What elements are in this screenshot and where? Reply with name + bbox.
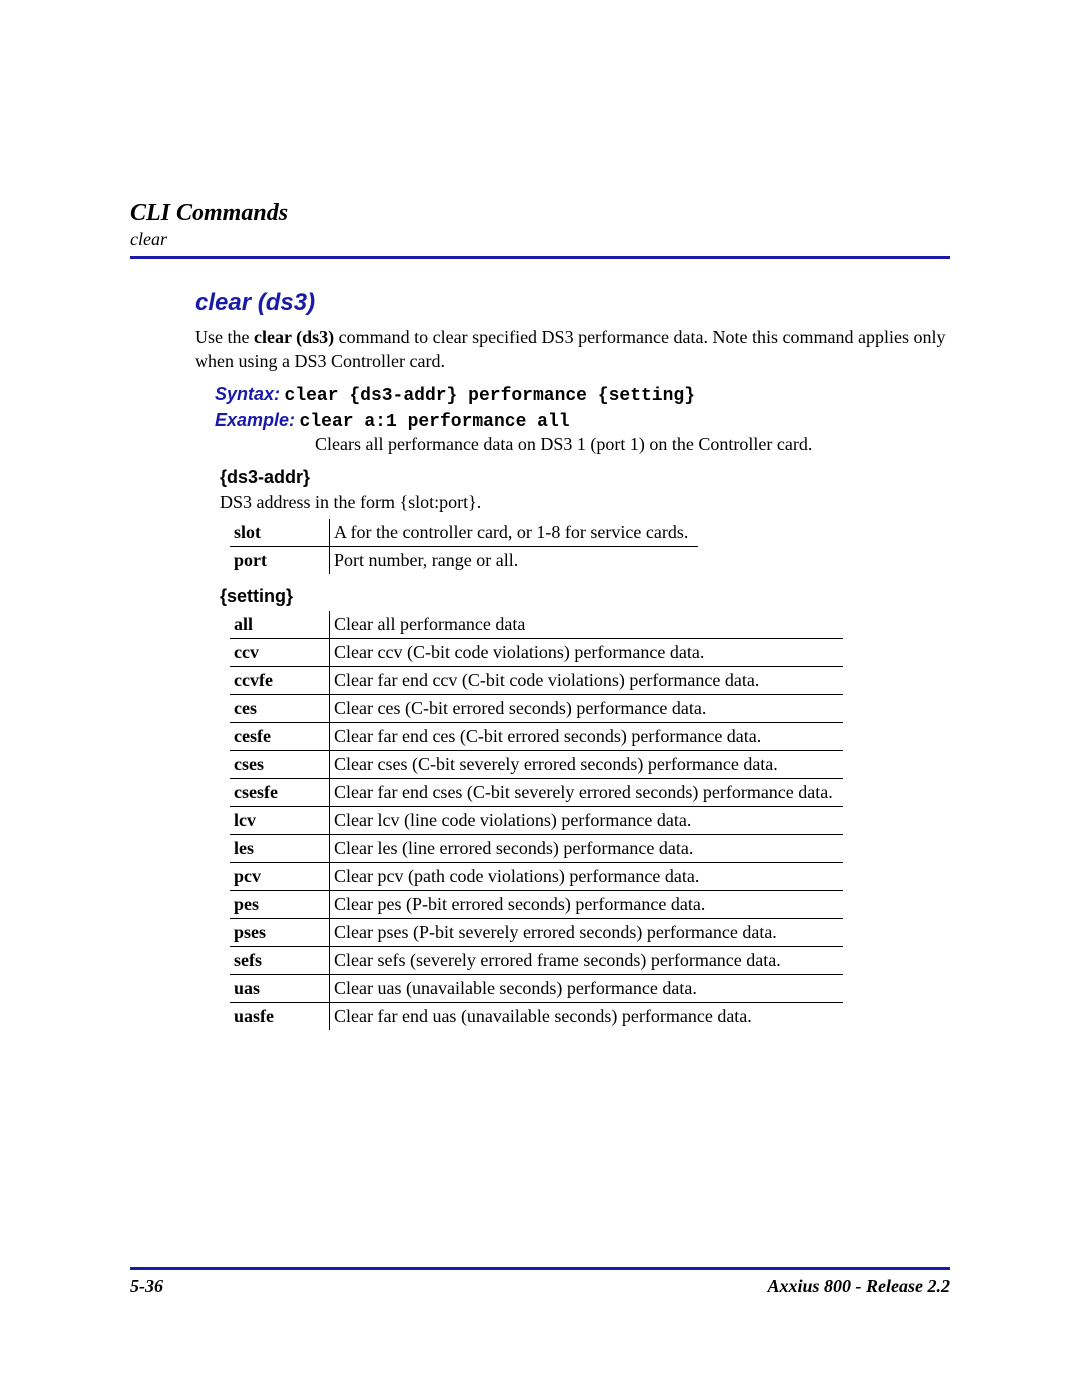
table-key: port bbox=[230, 546, 330, 574]
example-row: Example: clear a:1 performance all bbox=[215, 410, 950, 432]
table-row: ccvfeClear far end ccv (C-bit code viola… bbox=[230, 666, 843, 694]
table-value: Clear far end uas (unavailable seconds) … bbox=[330, 1002, 843, 1030]
footer-row: 5-36 Axxius 800 - Release 2.2 bbox=[130, 1276, 950, 1297]
syntax-label: Syntax: bbox=[215, 384, 280, 404]
table-key: pses bbox=[230, 918, 330, 946]
example-text: clear a:1 performance all bbox=[300, 412, 570, 432]
table-value: Clear sefs (severely errored frame secon… bbox=[330, 946, 843, 974]
table-row: pcvClear pcv (path code violations) perf… bbox=[230, 862, 843, 890]
table-key: ccvfe bbox=[230, 666, 330, 694]
table-value: Clear ccv (C-bit code violations) perfor… bbox=[330, 638, 843, 666]
header-subtitle: clear bbox=[130, 229, 950, 250]
table-key: pcv bbox=[230, 862, 330, 890]
table-row: cesClear ces (C-bit errored seconds) per… bbox=[230, 694, 843, 722]
footer-product: Axxius 800 - Release 2.2 bbox=[768, 1276, 951, 1297]
ds3addr-heading: {ds3-addr} bbox=[220, 467, 950, 488]
table-row: uasClear uas (unavailable seconds) perfo… bbox=[230, 974, 843, 1002]
table-value: Clear lcv (line code violations) perform… bbox=[330, 806, 843, 834]
page: CLI Commands clear clear (ds3) Use the c… bbox=[0, 0, 1080, 1397]
page-footer: 5-36 Axxius 800 - Release 2.2 bbox=[130, 1267, 950, 1297]
table-row: sefsClear sefs (severely errored frame s… bbox=[230, 946, 843, 974]
table-value: Port number, range or all. bbox=[330, 546, 699, 574]
intro-bold: clear (ds3) bbox=[254, 327, 334, 347]
table-key: uas bbox=[230, 974, 330, 1002]
intro-paragraph: Use the clear (ds3) command to clear spe… bbox=[195, 325, 950, 374]
setting-heading: {setting} bbox=[220, 586, 950, 607]
header-rule bbox=[130, 256, 950, 259]
table-row: lcvClear lcv (line code violations) perf… bbox=[230, 806, 843, 834]
table-key: pes bbox=[230, 890, 330, 918]
table-value: Clear pes (P-bit errored seconds) perfor… bbox=[330, 890, 843, 918]
table-row: psesClear pses (P-bit severely errored s… bbox=[230, 918, 843, 946]
table-value: Clear uas (unavailable seconds) performa… bbox=[330, 974, 843, 1002]
syntax-row: Syntax: clear {ds3-addr} performance {se… bbox=[215, 384, 950, 406]
table-row: slotA for the controller card, or 1-8 fo… bbox=[230, 519, 698, 547]
table-row: csesClear cses (C-bit severely errored s… bbox=[230, 750, 843, 778]
table-key: csesfe bbox=[230, 778, 330, 806]
table-row: lesClear les (line errored seconds) perf… bbox=[230, 834, 843, 862]
intro-pre: Use the bbox=[195, 327, 254, 347]
table-key: ces bbox=[230, 694, 330, 722]
page-header: CLI Commands clear bbox=[130, 200, 950, 259]
table-key: ccv bbox=[230, 638, 330, 666]
ds3addr-table: slotA for the controller card, or 1-8 fo… bbox=[230, 519, 698, 574]
table-row: uasfeClear far end uas (unavailable seco… bbox=[230, 1002, 843, 1030]
table-key: uasfe bbox=[230, 1002, 330, 1030]
table-row: cesfeClear far end ces (C-bit errored se… bbox=[230, 722, 843, 750]
table-row: csesfeClear far end cses (C-bit severely… bbox=[230, 778, 843, 806]
table-row: pesClear pes (P-bit errored seconds) per… bbox=[230, 890, 843, 918]
table-key: lcv bbox=[230, 806, 330, 834]
ds3addr-description: DS3 address in the form {slot:port}. bbox=[220, 492, 950, 513]
example-label: Example: bbox=[215, 410, 295, 430]
table-value: A for the controller card, or 1-8 for se… bbox=[330, 519, 699, 547]
footer-rule bbox=[130, 1267, 950, 1270]
table-row: allClear all performance data bbox=[230, 611, 843, 639]
table-key: cses bbox=[230, 750, 330, 778]
table-value: Clear les (line errored seconds) perform… bbox=[330, 834, 843, 862]
table-value: Clear far end cses (C-bit severely error… bbox=[330, 778, 843, 806]
table-value: Clear far end ces (C-bit errored seconds… bbox=[330, 722, 843, 750]
table-value: Clear pcv (path code violations) perform… bbox=[330, 862, 843, 890]
setting-table: allClear all performance dataccvClear cc… bbox=[230, 611, 843, 1030]
table-key: slot bbox=[230, 519, 330, 547]
table-row: ccvClear ccv (C-bit code violations) per… bbox=[230, 638, 843, 666]
table-value: Clear pses (P-bit severely errored secon… bbox=[330, 918, 843, 946]
table-key: sefs bbox=[230, 946, 330, 974]
table-value: Clear all performance data bbox=[330, 611, 843, 639]
table-value: Clear ces (C-bit errored seconds) perfor… bbox=[330, 694, 843, 722]
section-title: clear (ds3) bbox=[195, 289, 950, 317]
table-key: all bbox=[230, 611, 330, 639]
footer-page-number: 5-36 bbox=[130, 1276, 163, 1297]
table-key: les bbox=[230, 834, 330, 862]
table-value: Clear cses (C-bit severely errored secon… bbox=[330, 750, 843, 778]
table-value: Clear far end ccv (C-bit code violations… bbox=[330, 666, 843, 694]
table-row: portPort number, range or all. bbox=[230, 546, 698, 574]
example-description: Clears all performance data on DS3 1 (po… bbox=[315, 434, 950, 455]
header-title: CLI Commands bbox=[130, 200, 950, 227]
content: clear (ds3) Use the clear (ds3) command … bbox=[195, 289, 950, 1030]
table-key: cesfe bbox=[230, 722, 330, 750]
syntax-text: clear {ds3-addr} performance {setting} bbox=[285, 386, 695, 406]
